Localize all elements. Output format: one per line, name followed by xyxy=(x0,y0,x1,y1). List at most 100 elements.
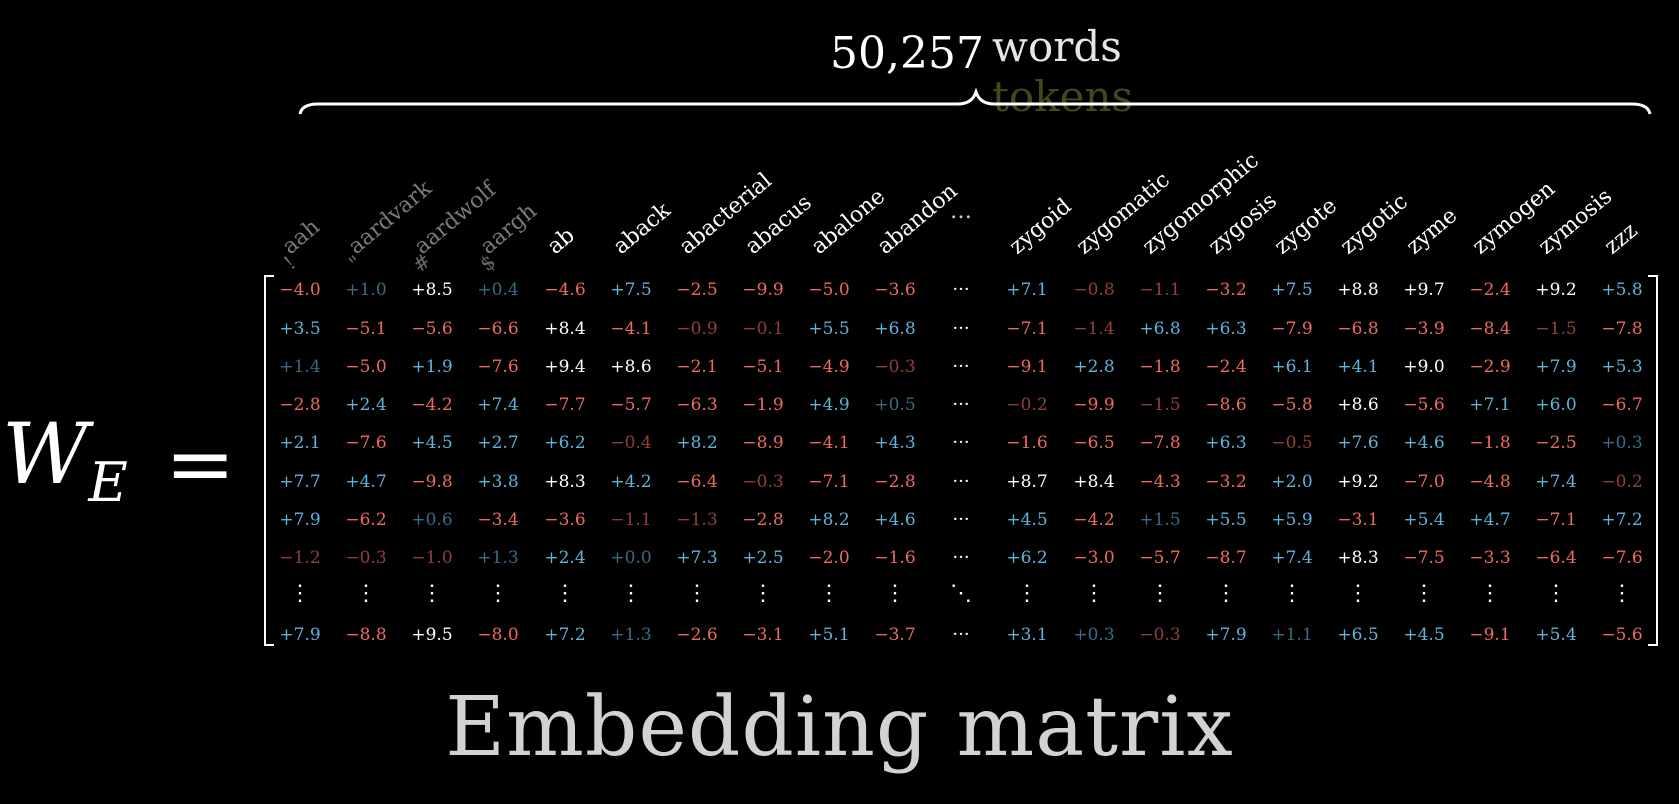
matrix-row-cell: −2.5 xyxy=(1535,433,1576,453)
matrix-row-cell: +7.1 xyxy=(1469,395,1510,415)
matrix-row-cell: +4.2 xyxy=(610,472,651,492)
matrix-row-cell: +5.3 xyxy=(1601,357,1642,377)
matrix-row-cell: −7.7 xyxy=(544,395,585,415)
matrix-row-cell: −3.1 xyxy=(1337,510,1378,530)
column-vdots: ⋮ xyxy=(355,581,377,606)
column-vdots: ⋮ xyxy=(1016,581,1038,606)
matrix-row-cell: +6.2 xyxy=(544,433,585,453)
matrix-row-cell: +5.5 xyxy=(808,319,849,339)
matrix-row-cell: +4.6 xyxy=(874,510,915,530)
matrix-row-cell: +9.4 xyxy=(544,357,585,377)
column-vdots: ⋮ xyxy=(818,581,840,606)
column-vdots: ⋮ xyxy=(620,581,642,606)
matrix-row-cell: −5.7 xyxy=(1139,548,1180,568)
matrix-row-cell: −4.2 xyxy=(411,395,452,415)
column-label: abalone xyxy=(807,184,890,260)
matrix-row-cell: +2.7 xyxy=(477,433,518,453)
matrix-row-cell: +2.8 xyxy=(1073,357,1114,377)
matrix-row-cell: −1.2 xyxy=(279,548,320,568)
matrix-row-cell: −8.7 xyxy=(1205,548,1246,568)
matrix-row-cell: +5.4 xyxy=(1403,510,1444,530)
matrix-row-cell: +7.4 xyxy=(1535,472,1576,492)
right-bracket xyxy=(1648,275,1658,646)
equals-sign: = xyxy=(165,415,236,513)
row-hdots: ··· xyxy=(952,547,969,568)
column-vdots: ⋮ xyxy=(752,581,774,606)
matrix-row-cell: +4.1 xyxy=(1337,357,1378,377)
matrix-row-cell: +0.0 xyxy=(610,548,651,568)
matrix-last-row-cell: −8.0 xyxy=(477,625,518,645)
matrix-row-cell: −7.9 xyxy=(1271,319,1312,339)
matrix-row-cell: −7.6 xyxy=(1601,548,1642,568)
matrix-row-cell: +8.2 xyxy=(676,433,717,453)
matrix-row-cell: +8.2 xyxy=(808,510,849,530)
column-label: zyme xyxy=(1402,203,1462,259)
matrix-last-row-cell: +7.9 xyxy=(1205,625,1246,645)
matrix-row-cell: +9.2 xyxy=(1535,280,1576,300)
matrix-row-cell: −1.6 xyxy=(1006,433,1047,453)
matrix-row-cell: −2.8 xyxy=(742,510,783,530)
matrix-row-cell: −2.5 xyxy=(676,280,717,300)
matrix-row-cell: −3.6 xyxy=(874,280,915,300)
matrix-row-cell: −7.6 xyxy=(345,433,386,453)
matrix-row-cell: −4.3 xyxy=(1139,472,1180,492)
column-vdots: ⋮ xyxy=(1347,581,1369,606)
matrix-row-cell: −3.6 xyxy=(544,510,585,530)
matrix-row-cell: −6.7 xyxy=(1601,395,1642,415)
matrix-row-cell: +8.6 xyxy=(1337,395,1378,415)
matrix-row-cell: −6.4 xyxy=(676,472,717,492)
row-hdots: ··· xyxy=(952,279,969,300)
matrix-row-cell: +1.0 xyxy=(345,280,386,300)
diagonal-dots: ⋱ xyxy=(950,581,972,606)
column-vdots: ⋮ xyxy=(686,581,708,606)
matrix-row-cell: +7.9 xyxy=(1535,357,1576,377)
matrix-row-cell: −3.3 xyxy=(1469,548,1510,568)
matrix-last-row-cell: +7.9 xyxy=(279,625,320,645)
matrix-row-cell: −7.1 xyxy=(808,472,849,492)
matrix-row-cell: +1.4 xyxy=(279,357,320,377)
matrix-row-cell: −4.2 xyxy=(1073,510,1114,530)
column-vdots: ⋮ xyxy=(1413,581,1435,606)
matrix-row-cell: −2.1 xyxy=(676,357,717,377)
matrix-row-cell: −5.6 xyxy=(411,319,452,339)
matrix-symbol: WE xyxy=(2,405,128,514)
matrix-row-cell: −7.1 xyxy=(1006,319,1047,339)
column-label: zygoid xyxy=(1005,194,1077,260)
matrix-row-cell: +8.5 xyxy=(411,280,452,300)
column-label: zzz xyxy=(1600,218,1643,260)
matrix-row-cell: −7.5 xyxy=(1403,548,1444,568)
matrix-row-cell: +4.3 xyxy=(874,433,915,453)
symbol-subscript: E xyxy=(88,451,128,514)
matrix-row-cell: −8.4 xyxy=(1469,319,1510,339)
matrix-row-cell: +5.8 xyxy=(1601,280,1642,300)
matrix-row-cell: +7.6 xyxy=(1337,433,1378,453)
matrix-row-cell: −1.1 xyxy=(610,510,651,530)
matrix-row-cell: +2.5 xyxy=(742,548,783,568)
matrix-last-row-cell: +1.1 xyxy=(1271,625,1312,645)
matrix-row-cell: +6.8 xyxy=(874,319,915,339)
matrix-row-cell: −2.0 xyxy=(808,548,849,568)
matrix-row-cell: −3.2 xyxy=(1205,472,1246,492)
matrix-row-cell: +3.5 xyxy=(279,319,320,339)
matrix-last-row-cell: +1.3 xyxy=(610,625,651,645)
matrix-row-cell: −5.0 xyxy=(345,357,386,377)
brace xyxy=(298,87,1652,115)
unit-words-label: words xyxy=(992,22,1122,71)
matrix-cells: −4.0 +1.0 +8.5 +0.4 −4.6 +7.5 −2.5 −9.9 −5.0 −3.6… xyxy=(279,279,1642,645)
matrix-row-cell: −0.8 xyxy=(1073,280,1114,300)
column-label: abandon xyxy=(873,179,963,260)
matrix-last-row-cell: +3.1 xyxy=(1006,625,1047,645)
matrix-row-cell: +8.8 xyxy=(1337,280,1378,300)
column-vdots: ⋮ xyxy=(1479,581,1501,606)
page-title: Embedding matrix xyxy=(445,680,1234,775)
matrix-row-cell: +9.7 xyxy=(1403,280,1444,300)
column-vdots: ⋮ xyxy=(1083,581,1105,606)
matrix-last-row-cell: −9.1 xyxy=(1469,625,1510,645)
matrix-row-cell: +7.5 xyxy=(1271,280,1312,300)
matrix-last-row-cell: −0.3 xyxy=(1139,625,1180,645)
matrix-row-cell: −3.2 xyxy=(1205,280,1246,300)
matrix-last-row-cell: +9.5 xyxy=(411,625,452,645)
matrix-last-row-cell: +0.3 xyxy=(1073,625,1114,645)
matrix-last-row-cell: +5.1 xyxy=(808,625,849,645)
matrix-row-cell: +4.6 xyxy=(1403,433,1444,453)
